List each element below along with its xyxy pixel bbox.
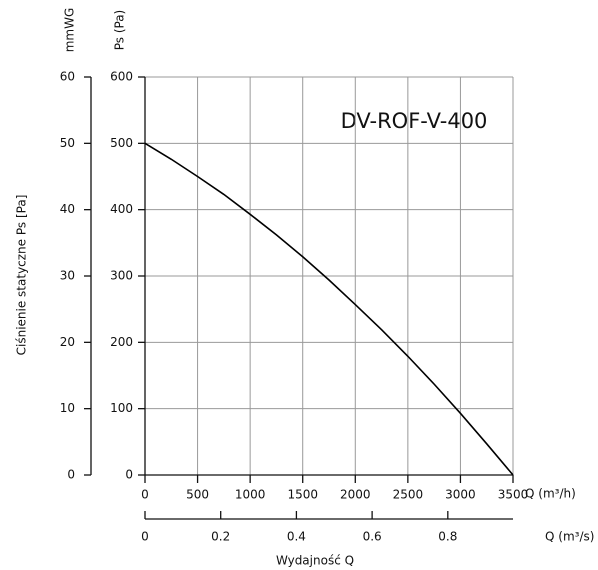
y2-tick-label: 40 [60,202,75,216]
x2-tick-label: 0.4 [287,530,306,544]
y-unit: Ps (Pa) [113,10,127,51]
y-tick-label: 400 [110,202,133,216]
y-tick-label: 300 [110,269,133,283]
x-tick-label: 1500 [287,488,318,502]
y-tick-label: 200 [110,335,133,349]
y-tick-label: 100 [110,401,133,415]
x-tick-label: 0 [141,488,149,502]
y2-tick-label: 0 [67,468,75,482]
x2-tick-label: 0.8 [438,530,457,544]
x-tick-label: 2000 [340,488,371,502]
x-tick-label: 1000 [235,488,266,502]
y-tick-label: 0 [125,468,133,482]
y-tick-label: 600 [110,70,133,84]
x2-tick-label: 0.2 [211,530,230,544]
y2-tick-label: 60 [60,70,75,84]
x-tick-label: 2500 [393,488,424,502]
x-tick-label: 3500 [498,488,529,502]
annotation: DV-ROF-V-400 [341,109,488,133]
x-axis-unit: Q (m³/h) [525,487,576,501]
x-tick-label: 3000 [445,488,476,502]
y-axis-title: Ciśnienie statyczne Ps [Pa] [15,195,29,356]
x2-tick-label: 0.6 [363,530,382,544]
x-axis-title: Wydajność Q [276,554,354,568]
y2-tick-label: 10 [60,401,75,415]
fan-curve [144,142,514,476]
x-tick-label: 500 [186,488,209,502]
y-tick-label: 500 [110,136,133,150]
y2-unit: mmWG [63,8,77,53]
x2-axis-unit: Q (m³/s) [545,530,594,544]
y2-tick-label: 20 [60,335,75,349]
y2-tick-label: 30 [60,269,75,283]
y2-tick-label: 50 [60,136,75,150]
x2-tick-label: 0 [141,530,149,544]
